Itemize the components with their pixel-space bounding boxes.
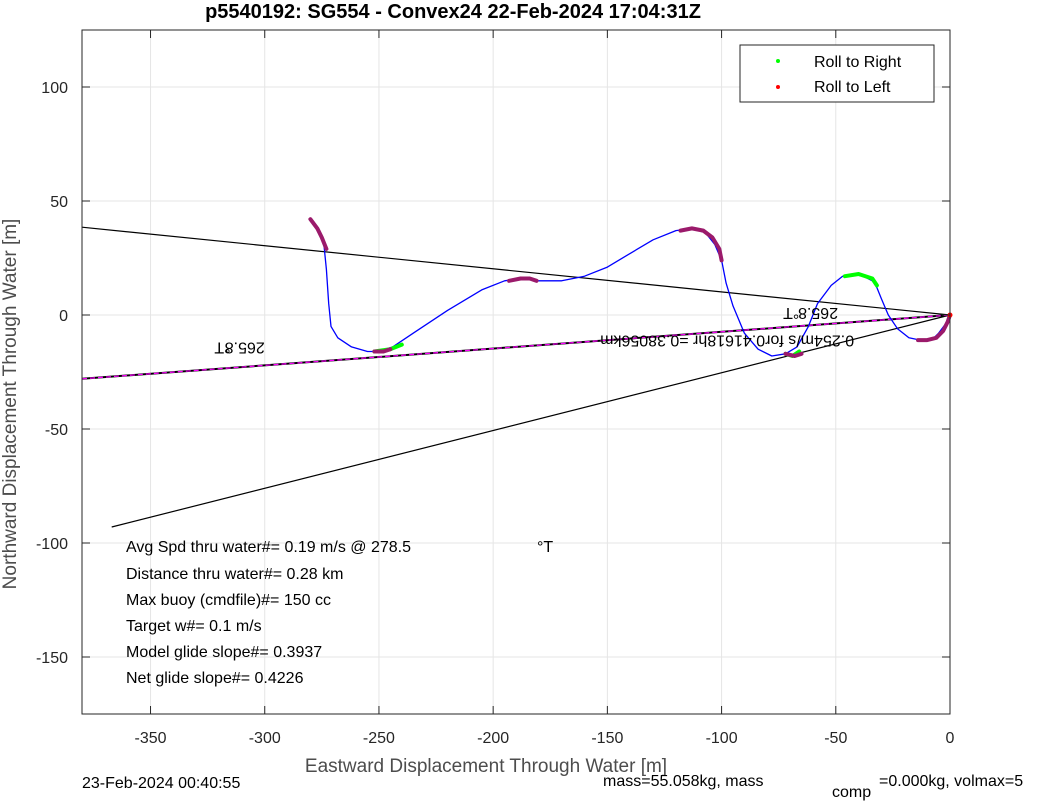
reference-line-upper <box>81 226 951 316</box>
roll-left-segment <box>372 347 393 354</box>
stat-max-buoy: Max buoy (cmdfile)#= 150 cc <box>126 592 331 609</box>
legend: Roll to Right Roll to Left <box>739 44 935 103</box>
roll-left-segment <box>916 313 952 343</box>
y-tick-label: -50 <box>45 422 68 439</box>
x-tick-label: -250 <box>363 730 395 747</box>
x-tick-label: -50 <box>824 730 847 747</box>
legend-marker-roll-left <box>776 85 780 89</box>
x-tick-label: -350 <box>135 730 167 747</box>
y-tick-label: 50 <box>50 194 68 211</box>
plot-background <box>82 30 950 714</box>
x-tick-label: 0 <box>946 730 955 747</box>
y-axis-label: Northward Displacement Through Water [m] <box>0 219 21 590</box>
x-axis-label: Eastward Displacement Through Water [m] <box>305 756 667 777</box>
y-tick-label: 0 <box>59 308 68 325</box>
stat-model-glide: Model glide slope#= 0.3937 <box>126 644 322 661</box>
heading-annotation-1: °T <box>214 338 230 355</box>
axis-ticks: -350 -300 -250 -200 -150 -100 -50 0 100 50 0 -50 -10… <box>36 30 955 747</box>
y-tick-label: -100 <box>36 536 68 553</box>
stat-net-glide: Net glide slope#= 0.4226 <box>126 670 304 687</box>
stats-block: Avg Spd thru water#= 0.19 m/s @ 278.5 °T… <box>126 539 553 687</box>
roll-left-segment <box>678 226 724 263</box>
course-line <box>81 314 951 380</box>
legend-box <box>739 44 935 103</box>
heading-annotation-0: 265.8 <box>225 338 265 355</box>
roll-left-segment <box>783 351 804 358</box>
roll-left-segment <box>507 276 539 283</box>
stat-avg-speed: Avg Spd thru water#= 0.19 m/s @ 278.5 <box>126 539 411 556</box>
legend-marker-roll-right <box>776 59 780 63</box>
chart-title: p5540192: SG554 - Convex24 22-Feb-2024 1… <box>205 1 701 23</box>
heading-annotation-2: 265.8 <box>798 304 838 321</box>
roll-left-segment <box>308 217 329 251</box>
x-tick-label: -200 <box>477 730 509 747</box>
footer-mass: mass=55.058kg, mass <box>603 773 764 790</box>
grid-lines <box>82 30 951 714</box>
stat-avg-speed-unit: °T <box>537 539 553 556</box>
legend-label-roll-right: Roll to Right <box>814 54 902 71</box>
y-tick-label: -150 <box>36 650 68 667</box>
x-tick-label: -300 <box>249 730 281 747</box>
x-tick-label: -100 <box>706 730 738 747</box>
y-tick-label: 100 <box>41 80 68 97</box>
stat-distance: Distance thru water#= 0.28 km <box>126 566 343 583</box>
footer-comp-subscript: comp <box>832 784 871 801</box>
heading-annotation-3: °T <box>783 304 799 321</box>
plot-frame <box>81 29 951 715</box>
footer: 23-Feb-2024 00:40:55 mass=55.058kg, mass… <box>82 773 1023 801</box>
roll-right-segment <box>842 272 879 288</box>
x-tick-label: -150 <box>591 730 623 747</box>
stat-target-w: Target w#= 0.1 m/s <box>126 618 262 635</box>
heading-annotation-4: 0.254m/s for0.41618hr =0.38056km <box>600 332 854 349</box>
footer-timestamp: 23-Feb-2024 00:40:55 <box>82 775 240 792</box>
legend-label-roll-left: Roll to Left <box>814 79 891 96</box>
reference-line-lower <box>111 314 951 528</box>
footer-volmax: =0.000kg, volmax=5 <box>879 773 1023 790</box>
